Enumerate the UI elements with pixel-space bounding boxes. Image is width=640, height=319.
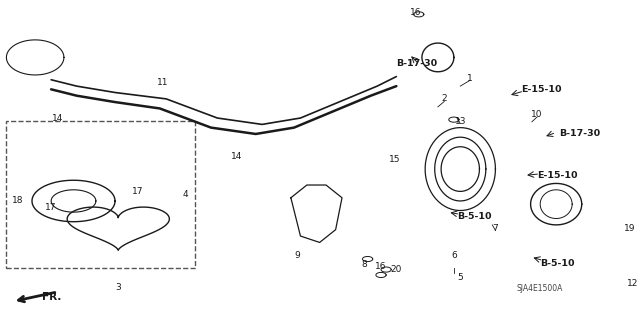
Text: 16: 16 xyxy=(410,8,421,17)
Text: 3: 3 xyxy=(115,283,121,292)
Text: 9: 9 xyxy=(294,251,300,260)
Text: 7: 7 xyxy=(493,224,499,233)
Text: 15: 15 xyxy=(388,155,400,164)
Text: 8: 8 xyxy=(362,260,367,269)
Text: B-17-30: B-17-30 xyxy=(559,130,600,138)
Text: 13: 13 xyxy=(454,117,466,126)
Text: 20: 20 xyxy=(390,265,402,274)
Text: E-15-10: E-15-10 xyxy=(521,85,561,94)
Text: 12: 12 xyxy=(627,279,639,288)
Text: B-5-10: B-5-10 xyxy=(540,259,575,268)
Text: 17: 17 xyxy=(45,203,57,212)
Text: B-17-30: B-17-30 xyxy=(396,59,438,68)
Text: 1: 1 xyxy=(467,74,473,83)
Text: B-5-10: B-5-10 xyxy=(457,212,492,221)
Text: 14: 14 xyxy=(231,152,242,161)
Text: 18: 18 xyxy=(12,197,24,205)
Text: 11: 11 xyxy=(157,78,169,87)
Text: E-15-10: E-15-10 xyxy=(537,171,577,180)
Text: 16: 16 xyxy=(374,262,386,271)
Text: 4: 4 xyxy=(182,190,188,199)
Text: 5: 5 xyxy=(458,273,463,282)
Text: 19: 19 xyxy=(624,224,636,233)
Text: 10: 10 xyxy=(531,110,543,119)
Text: 2: 2 xyxy=(442,94,447,103)
Text: SJA4E1500A: SJA4E1500A xyxy=(517,284,563,293)
Text: FR.: FR. xyxy=(42,292,61,302)
Text: 17: 17 xyxy=(132,187,143,196)
Bar xyxy=(6,121,195,268)
Text: 14: 14 xyxy=(52,114,63,122)
Text: 6: 6 xyxy=(451,251,457,260)
